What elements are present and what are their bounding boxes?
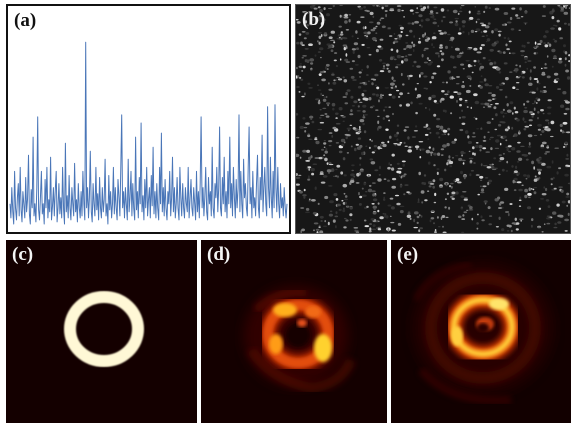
speckle-pattern-image: [296, 5, 570, 233]
panel-c: (c): [6, 240, 197, 423]
spectrum-series-line: [10, 42, 287, 224]
spectrum-plot: [8, 6, 289, 232]
panel-e: (e): [391, 240, 571, 423]
panel-b: (b): [295, 4, 571, 234]
panel-e-label: (e): [397, 244, 418, 266]
reconstructed-ring-image-e: [391, 240, 571, 423]
panel-c-label: (c): [12, 244, 33, 266]
panel-d: (d): [201, 240, 387, 423]
reconstructed-ring-image-d: [201, 240, 387, 423]
panel-a-label: (a): [14, 10, 36, 32]
panel-a: (a): [6, 4, 291, 234]
panel-b-label: (b): [302, 9, 325, 31]
target-ring-image: [6, 240, 197, 423]
speckle-grains: [296, 5, 570, 233]
panel-d-label: (d): [207, 244, 230, 266]
